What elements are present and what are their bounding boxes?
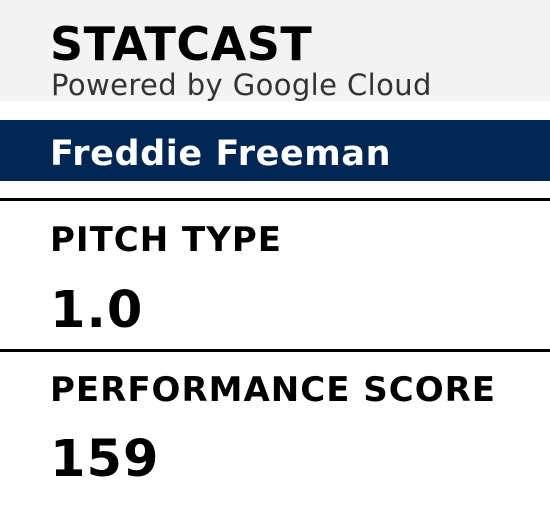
statcast-header: STATCAST Powered by Google Cloud [0, 0, 550, 101]
performance-score-label: PERFORMANCE SCORE [50, 370, 497, 410]
brand-title: STATCAST [50, 17, 313, 71]
player-name-bar [0, 120, 550, 181]
performance-score-value: 159 [50, 430, 160, 489]
pitch-type-value: 1.0 [50, 281, 144, 340]
stat-divider-top [0, 198, 550, 201]
stat-divider-middle [0, 349, 550, 352]
pitch-type-label: PITCH TYPE [50, 220, 282, 260]
brand-subtitle: Powered by Google Cloud [51, 68, 432, 102]
player-name: Freddie Freeman [50, 134, 392, 174]
